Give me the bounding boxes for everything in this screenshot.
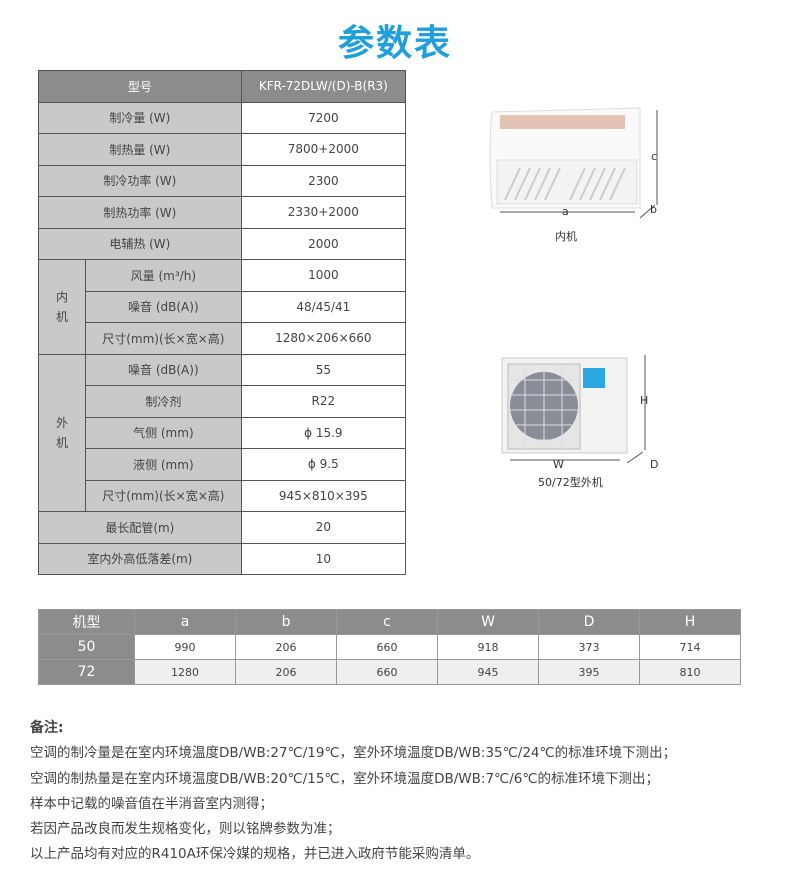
param-value: 20	[240, 511, 407, 544]
model-cell: 72	[38, 659, 135, 685]
table-row: 制冷剂 R22	[39, 385, 407, 418]
table-row: 液侧 (mm) ϕ 9.5	[39, 448, 407, 481]
note-line: 以上产品均有对应的R410A环保冷媒的规格，并已进入政府节能采购清单。	[30, 846, 480, 863]
indoor-unit-image	[489, 107, 658, 219]
notes: 备注: 空调的制冷量是在室内环境温度DB/WB:27℃/19℃，室外环境温度DB…	[30, 716, 676, 868]
param-label: 制冷量 (W)	[38, 101, 242, 134]
dim-header-row: 机型 a b c W D H	[38, 609, 742, 635]
param-label: 尺寸(mm)(长×宽×高)	[85, 479, 242, 512]
param-value: 1000	[240, 259, 407, 292]
page-title: 参数表	[337, 23, 452, 64]
table-row: 制热功率 (W) 2330+2000	[38, 196, 407, 229]
dim-label-h: H	[640, 394, 649, 407]
param-value: 10	[240, 542, 407, 575]
dim-value: 1280	[133, 659, 237, 685]
dim-value: 660	[336, 634, 438, 660]
param-value: 7800+2000	[240, 133, 407, 166]
dim-label-a: a	[562, 205, 569, 218]
table-row: 制冷量 (W) 7200	[38, 101, 407, 134]
table-row: 50 990 206 660 918 373 714	[38, 634, 742, 660]
param-label: 制冷剂	[85, 385, 242, 418]
note-line: 若因产品改良而发生规格变化，则以铭牌参数为准；	[30, 821, 341, 838]
column-header: 机型	[38, 609, 135, 635]
note-line: 样本中记载的噪音值在半消音室内测得；	[30, 795, 273, 812]
model-number: KFR-72DLW/(D)-B(R3)	[240, 70, 407, 103]
param-label: 尺寸(mm)(长×宽×高)	[85, 322, 242, 355]
dim-value: 373	[537, 634, 640, 660]
dim-value: 714	[638, 634, 742, 660]
column-header: H	[638, 609, 742, 635]
param-label: 最长配管(m)	[38, 511, 242, 544]
column-header: W	[437, 609, 539, 635]
param-label: 液侧 (mm)	[85, 448, 242, 481]
dim-label-d: D	[650, 458, 659, 471]
spec-header-row: 型号 KFR-72DLW/(D)-B(R3)	[38, 70, 407, 103]
table-row: 电辅热 (W) 2000	[38, 227, 407, 260]
column-header: b	[235, 609, 338, 635]
table-row: 噪音 (dB(A)) 48/45/41	[39, 290, 407, 323]
param-value: 2000	[240, 227, 407, 260]
indoor-group-label: 内 机	[38, 259, 86, 355]
table-row: 尺寸(mm)(长×宽×高) 1280×206×660	[39, 322, 407, 355]
table-row: 内 机风量 (m³/h) 1000	[38, 259, 407, 355]
table-row: 制热量 (W) 7800+2000	[38, 133, 407, 166]
param-value: 2300	[240, 164, 407, 197]
dim-value: 945	[437, 659, 539, 685]
param-label: 噪音 (dB(A))	[85, 353, 242, 386]
dim-label-c: c	[651, 150, 658, 163]
param-label: 气侧 (mm)	[85, 416, 242, 449]
param-value: 1280×206×660	[240, 322, 407, 355]
param-label: 制冷功率 (W)	[38, 164, 242, 197]
dim-value: 918	[437, 634, 539, 660]
table-row: 最长配管(m) 20	[38, 511, 407, 544]
param-value: 48/45/41	[240, 290, 407, 323]
dim-value: 810	[638, 659, 742, 685]
dim-value: 990	[133, 634, 237, 660]
param-value: 55	[240, 353, 407, 386]
model-cell: 50	[38, 634, 135, 660]
table-row: 尺寸(mm)(长×宽×高) 945×810×395	[39, 479, 407, 512]
indoor-caption: 内机	[555, 230, 577, 243]
table-row: 室内外高低落差(m) 10	[38, 542, 407, 575]
column-header: D	[537, 609, 640, 635]
outdoor-caption: 50/72型外机	[538, 476, 603, 489]
param-label: 风量 (m³/h)	[85, 259, 242, 292]
dim-value: 660	[336, 659, 438, 685]
dim-value: 206	[235, 634, 338, 660]
table-row: 72 1280 206 660 945 395 810	[38, 659, 742, 685]
table-row: 制冷功率 (W) 2300	[38, 164, 407, 197]
dim-value: 395	[537, 659, 640, 685]
outdoor-group-label: 外 机	[38, 353, 86, 512]
table-row: 气侧 (mm) ϕ 15.9	[39, 416, 407, 449]
outdoor-unit-image	[501, 355, 646, 464]
dim-value: 206	[235, 659, 338, 685]
param-value: ϕ 9.5	[240, 448, 407, 481]
param-label: 噪音 (dB(A))	[85, 290, 242, 323]
param-label: 制热功率 (W)	[38, 196, 242, 229]
dim-label-b: b	[650, 203, 657, 216]
column-header: c	[336, 609, 438, 635]
column-header: a	[133, 609, 237, 635]
notes-heading: 备注:	[30, 720, 64, 736]
table-row: 外 机噪音 (dB(A)) 55	[38, 353, 407, 512]
param-value: 7200	[240, 101, 407, 134]
param-value: 2330+2000	[240, 196, 407, 229]
param-label: 制热量 (W)	[38, 133, 242, 166]
dimensions-table: 机型 a b c W D H 50 990 206 660 918 373 714 72 1280 206 660…	[38, 609, 742, 685]
param-value: 945×810×395	[240, 479, 407, 512]
note-line: 空调的制冷量是在室内环境温度DB/WB:27℃/19℃，室外环境温度DB/WB:…	[30, 745, 677, 762]
dim-label-w: W	[553, 458, 564, 471]
param-label: 室内外高低落差(m)	[38, 542, 242, 575]
spec-table: 型号 KFR-72DLW/(D)-B(R3) 制冷量 (W) 7200 制热量 (W) 7…	[38, 70, 407, 575]
note-line: 空调的制热量是在室内环境温度DB/WB:20℃/15℃，室外环境温度DB/WB:…	[30, 770, 660, 787]
param-value: ϕ 15.9	[240, 416, 407, 449]
param-label: 电辅热 (W)	[38, 227, 242, 260]
header-label: 型号	[38, 70, 242, 103]
param-value: R22	[240, 385, 407, 418]
